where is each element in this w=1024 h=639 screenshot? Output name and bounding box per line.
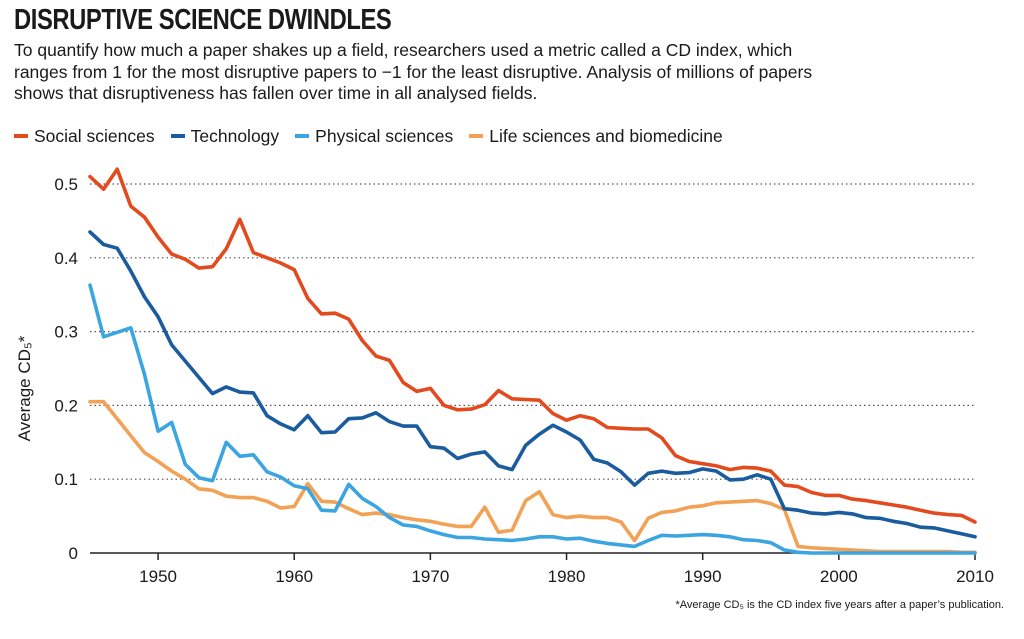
x-tick-label: 2000 [820,567,858,586]
x-tick-label: 2010 [956,567,994,586]
y-tick-label: 0.1 [54,470,78,489]
x-tick-label: 1960 [275,567,313,586]
legend-swatch [295,134,310,138]
legend-item: Technology [170,125,280,147]
legend-label: Physical sciences [315,125,454,146]
legend-label: Technology [190,125,280,146]
legend-item: Social sciences [14,126,155,147]
y-tick-label: 0.4 [54,249,78,268]
y-axis-label: Average CD₅* [15,335,34,441]
y-tick-label: 0 [69,544,78,563]
chart-subtitle: To quantify how much a paper shakes up a… [14,40,813,103]
x-tick-label: 1970 [411,567,449,586]
x-tick-label: 1990 [684,567,722,586]
page-title: DISRUPTIVE SCIENCE DWINDLES [14,4,392,36]
legend-swatch [170,134,185,138]
legend-swatch [469,134,484,138]
legend-item: Physical sciences [295,126,453,147]
x-tick-label: 1950 [139,567,177,586]
legend-label: Social sciences [34,125,155,146]
legend-swatch [14,134,28,138]
series-line-physical-sciences [88,283,977,555]
x-tick-label: 1980 [548,567,586,586]
legend-item: Life sciences and biomedicine [469,125,723,147]
legend-label: Life sciences and biomedicine [489,125,723,146]
series-line-technology [88,230,977,539]
y-tick-label: 0.5 [54,175,78,194]
series-line-social-sciences [88,167,977,524]
line-chart: 0 0.1 0.2 0.3 0.4 0.5 1950 1960 1970 1980 1990 2000… [15,167,994,586]
chart-legend: Social sciences Technology Physical scienc… [14,124,739,148]
footnote: *Average CD₅ is the CD index five years … [675,599,1005,611]
y-tick-label: 0.2 [54,396,78,415]
y-tick-label: 0.3 [54,323,78,342]
series-line-life-sciences-and-biomedicine [88,399,977,555]
